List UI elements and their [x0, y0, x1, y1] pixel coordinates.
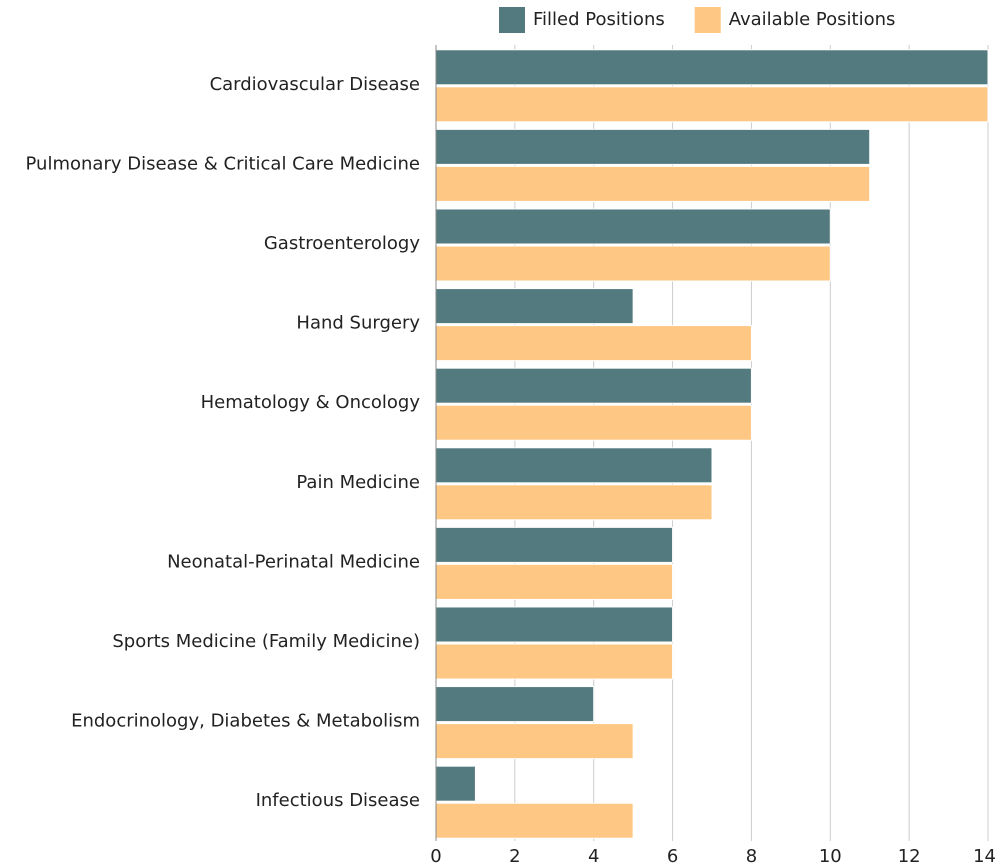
bar [435, 447, 713, 484]
bar [435, 404, 752, 441]
y-tick-label: Pulmonary Disease & Critical Care Medici… [26, 153, 420, 174]
y-tick-label: Hand Surgery [296, 313, 420, 334]
bar [435, 245, 831, 282]
legend-swatch [694, 7, 721, 33]
y-tick-label: Neonatal-Perinatal Medicine [167, 551, 420, 572]
x-tick-label: 6 [667, 846, 678, 865]
bar [435, 367, 752, 404]
bar [435, 288, 634, 325]
bar [435, 526, 674, 563]
y-tick-label: Cardiovascular Disease [210, 74, 420, 95]
x-tick-label: 0 [430, 846, 441, 865]
bar [435, 643, 674, 680]
bar [435, 128, 871, 165]
y-tick-label: Hematology & Oncology [201, 392, 421, 413]
legend-label: Available Positions [729, 9, 896, 30]
legend-swatch [499, 7, 525, 33]
bar [435, 49, 989, 86]
bar [435, 484, 713, 521]
x-tick-label: 12 [898, 846, 921, 865]
y-tick-label: Pain Medicine [296, 472, 420, 493]
bar [435, 686, 595, 723]
bar [435, 765, 476, 802]
y-tick-label: Infectious Disease [256, 790, 420, 811]
bar [435, 802, 634, 839]
x-tick-label: 4 [588, 846, 599, 865]
bar [435, 325, 752, 362]
legend-label: Filled Positions [533, 9, 665, 30]
y-tick-label: Endocrinology, Diabetes & Metabolism [71, 711, 420, 732]
bar [435, 563, 674, 600]
bar [435, 165, 871, 202]
y-tick-label: Sports Medicine (Family Medicine) [112, 631, 420, 652]
x-tick-label: 14 [973, 846, 996, 865]
x-tick-label: 10 [819, 846, 842, 865]
x-tick-label: 2 [509, 846, 520, 865]
bar [435, 86, 989, 123]
x-tick-label: 8 [746, 846, 757, 865]
bar [435, 208, 831, 245]
bar [435, 723, 634, 760]
y-tick-label: Gastroenterology [264, 233, 421, 254]
bar [435, 606, 674, 643]
